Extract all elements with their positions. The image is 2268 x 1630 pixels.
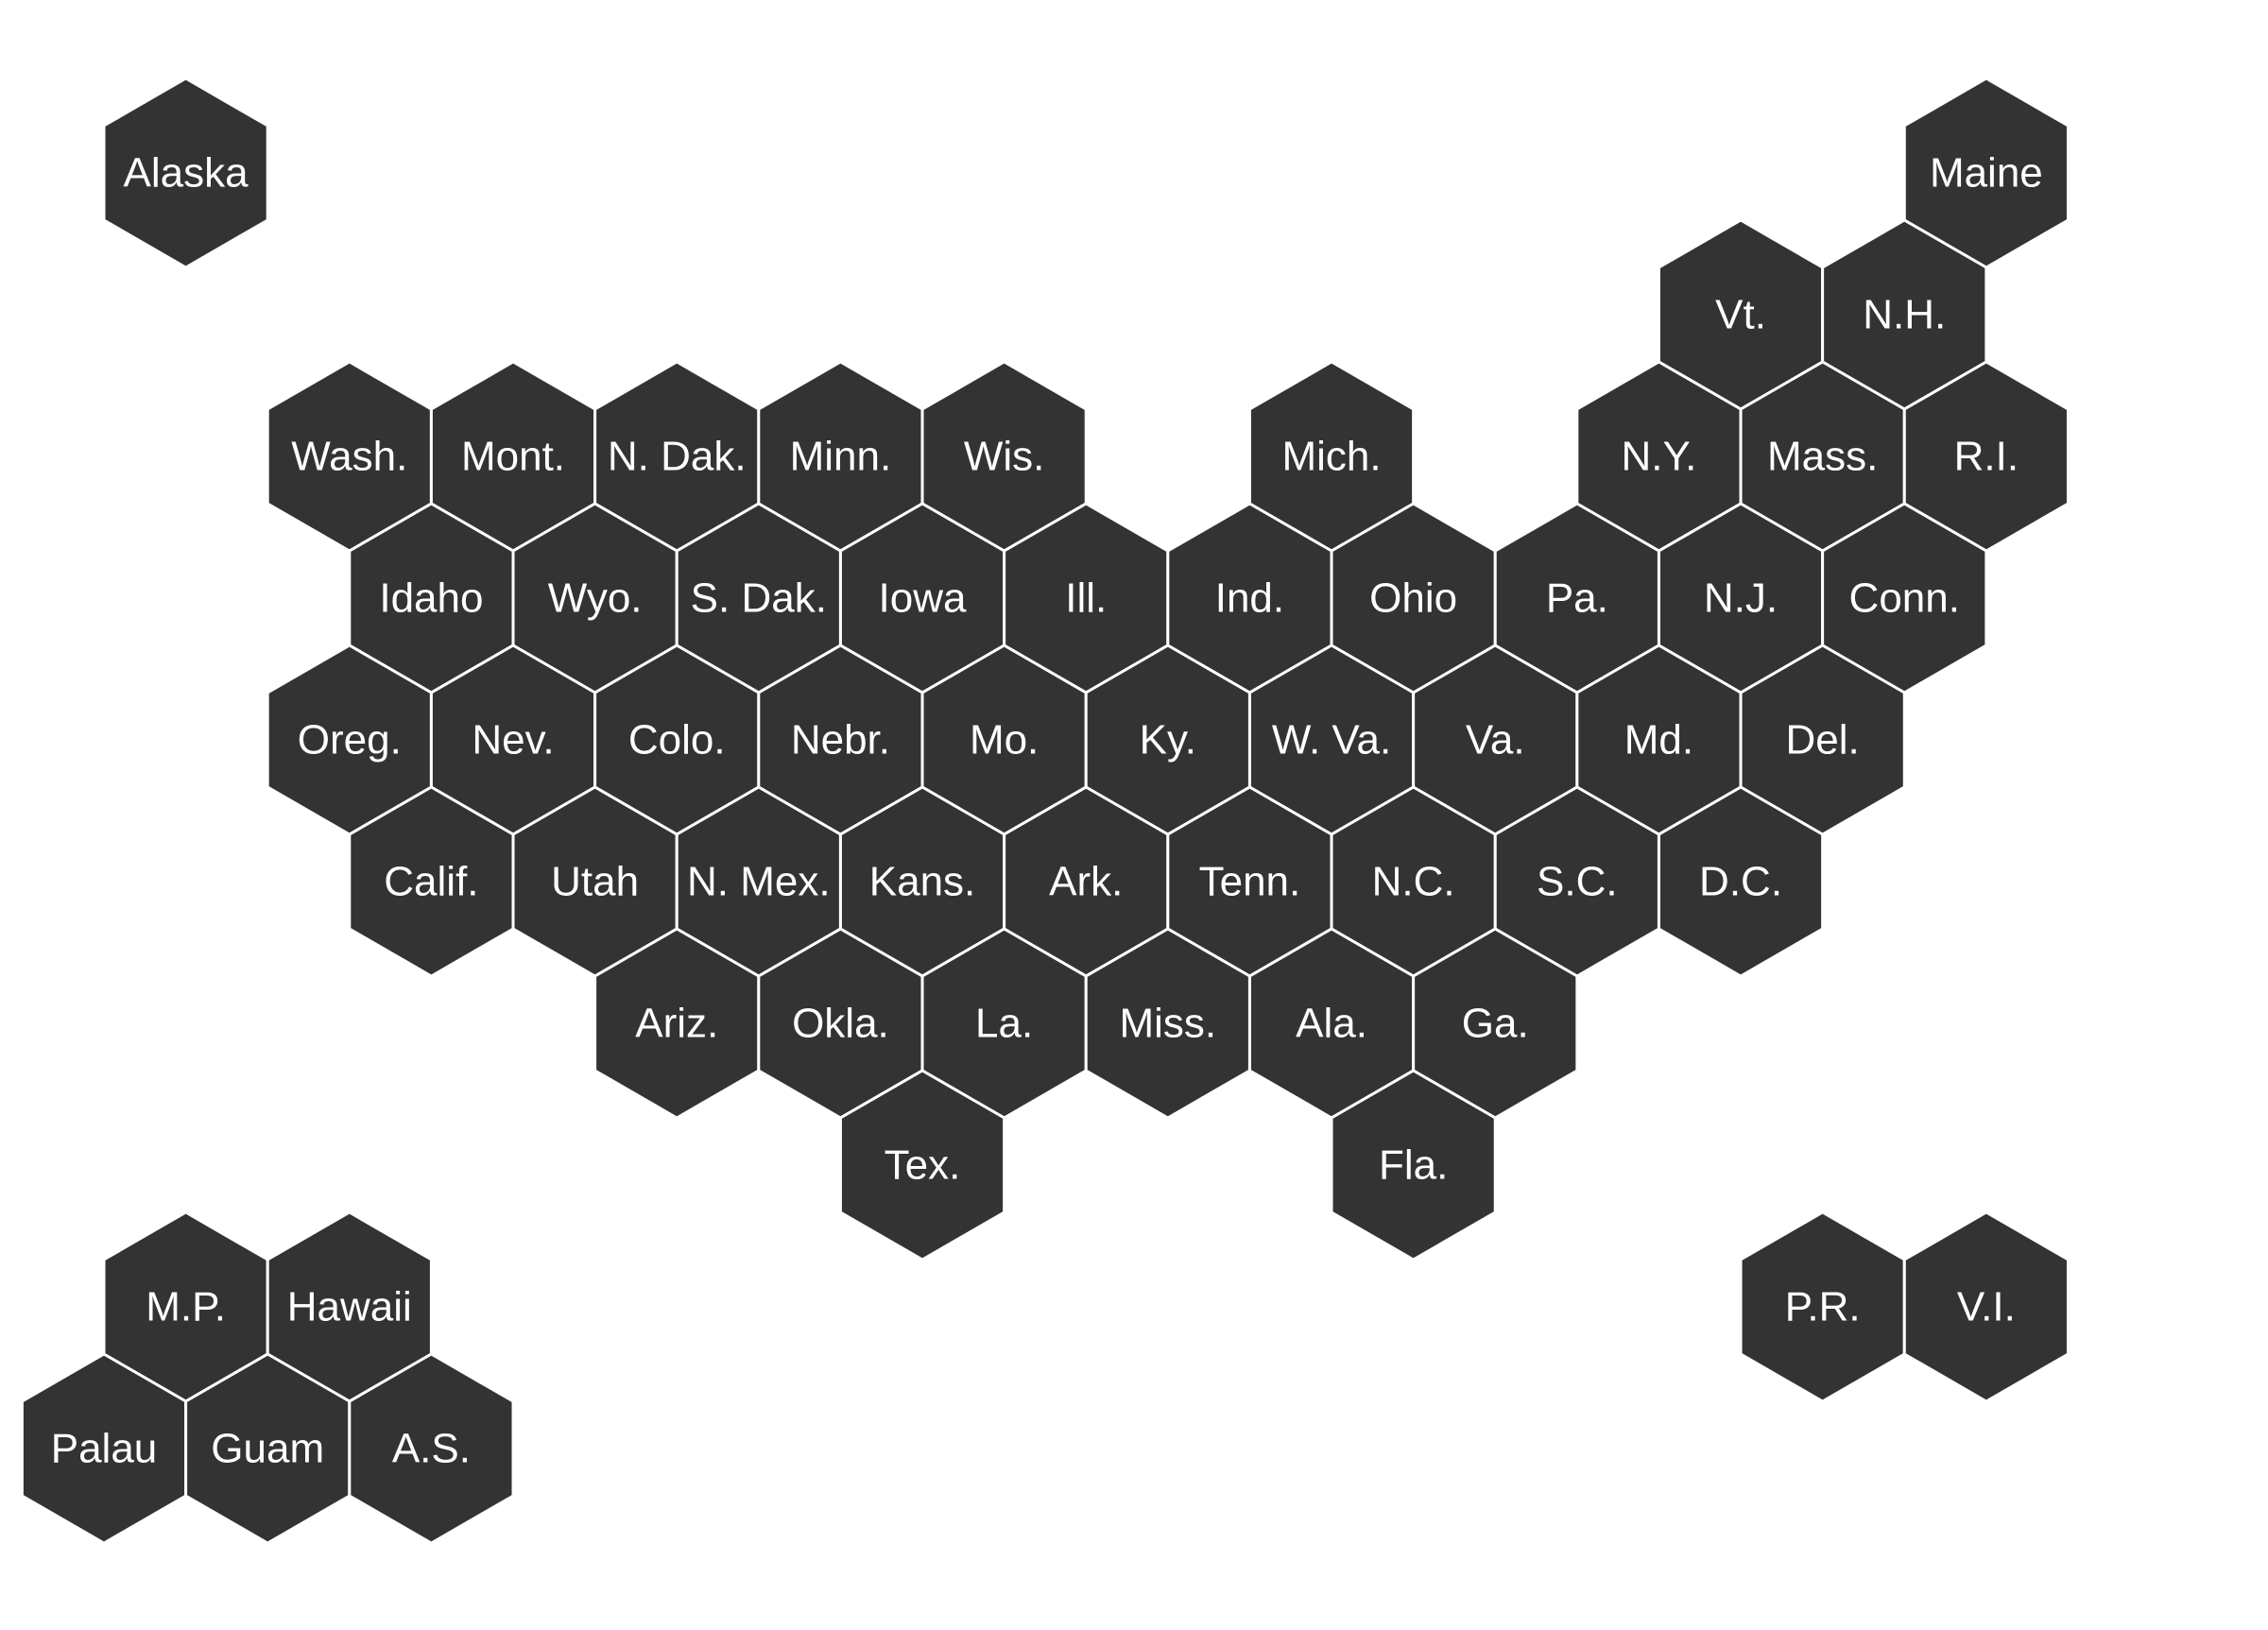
hex-label: Tenn. bbox=[1199, 859, 1301, 905]
hex-shape bbox=[1657, 785, 1825, 978]
hex-label: Mont. bbox=[461, 434, 565, 480]
hex-label: Del. bbox=[1786, 717, 1860, 764]
hex-tile-mich: Mich. bbox=[1247, 360, 1416, 553]
hex-shape bbox=[102, 77, 269, 269]
hex-tile-conn: Conn. bbox=[1821, 502, 1988, 695]
hex-label: Hawaii bbox=[287, 1284, 412, 1330]
hex-label: Conn. bbox=[1849, 575, 1960, 622]
hex-shape bbox=[838, 1069, 1006, 1261]
hex-label: Okla. bbox=[792, 1001, 889, 1047]
hex-label: Guam bbox=[211, 1426, 324, 1472]
hex-tile-okla: Okla. bbox=[757, 927, 924, 1120]
hex-label: Ga. bbox=[1462, 1001, 1529, 1047]
hex-label: N.C. bbox=[1372, 859, 1455, 905]
hex-tile-ark: Ark. bbox=[1003, 785, 1170, 978]
hex-tile-d-c: D.C. bbox=[1657, 785, 1825, 978]
hex-tile-del: Del. bbox=[1739, 643, 1906, 836]
hex-label: Mass. bbox=[1767, 434, 1878, 480]
hex-shape bbox=[1902, 1210, 2070, 1403]
hex-label: Fla. bbox=[1379, 1142, 1448, 1189]
hex-tile-hawaii: Hawaii bbox=[266, 1210, 433, 1403]
hex-label: V.I. bbox=[1957, 1284, 2016, 1330]
hex-label: Minn. bbox=[790, 434, 892, 480]
hex-label: Ohio bbox=[1369, 575, 1457, 622]
hex-tile-p-r: P.R. bbox=[1739, 1210, 1906, 1403]
hex-tile-n-c: N.C. bbox=[1330, 785, 1497, 978]
hex-tile-ky: Ky. bbox=[1084, 643, 1251, 836]
hex-label: Wash. bbox=[291, 434, 407, 480]
hex-label: Colo. bbox=[628, 717, 726, 764]
hex-tile-alaska: Alaska bbox=[102, 77, 269, 269]
hex-label: Idaho bbox=[379, 575, 483, 622]
hex-label: Nev. bbox=[472, 717, 554, 764]
hex-label: Ariz. bbox=[635, 1001, 718, 1047]
hex-label: Ala. bbox=[1296, 1001, 1367, 1047]
hex-label: Ark. bbox=[1049, 859, 1123, 905]
hex-label: La. bbox=[975, 1001, 1033, 1047]
hex-label: Palau bbox=[51, 1426, 158, 1472]
hex-tile-tex: Tex. bbox=[838, 1069, 1006, 1261]
hex-label: Ill. bbox=[1065, 575, 1107, 622]
hex-tile-mo: Mo. bbox=[920, 643, 1088, 836]
hex-tile-maine: Maine bbox=[1902, 77, 2070, 269]
hex-tile-ind: Ind. bbox=[1166, 502, 1333, 695]
hex-label: Pa. bbox=[1546, 575, 1608, 622]
hex-label: N.H. bbox=[1863, 292, 1946, 338]
hex-shape bbox=[1330, 1069, 1497, 1261]
hex-label: Oreg. bbox=[298, 717, 402, 764]
hex-label: Nebr. bbox=[791, 717, 890, 764]
hex-tile-n-dak: N. Dak. bbox=[593, 360, 761, 553]
hex-label: Kans. bbox=[869, 859, 976, 905]
hex-label: R.I. bbox=[1954, 434, 2019, 480]
hex-label: D.C. bbox=[1699, 859, 1782, 905]
hex-label: Tex. bbox=[885, 1142, 961, 1189]
hex-label: Wyo. bbox=[548, 575, 643, 622]
hex-label: Maine bbox=[1930, 150, 2043, 197]
hex-label: Ky. bbox=[1140, 717, 1196, 764]
hex-tile-kans: Kans. bbox=[838, 785, 1006, 978]
hex-shape bbox=[348, 1352, 515, 1545]
hex-tile-a-s: A.S. bbox=[348, 1352, 515, 1545]
hex-label: S. Dak. bbox=[691, 575, 827, 622]
hex-label: Ind. bbox=[1215, 575, 1284, 622]
hex-tile-ga: Ga. bbox=[1412, 927, 1579, 1120]
hex-label: S.C. bbox=[1537, 859, 1618, 905]
hex-label: Calif. bbox=[384, 859, 478, 905]
hex-tile-wis: Wis. bbox=[920, 360, 1088, 553]
hex-label: Va. bbox=[1466, 717, 1525, 764]
hex-tile-mont: Mont. bbox=[429, 360, 597, 553]
hex-tile-la: La. bbox=[920, 927, 1088, 1120]
hex-label: Mich. bbox=[1281, 434, 1381, 480]
hex-label: A.S. bbox=[392, 1426, 471, 1472]
hex-tile-wyo: Wyo. bbox=[511, 502, 679, 695]
hex-label: P.R. bbox=[1785, 1284, 1861, 1330]
hex-label: Alaska bbox=[124, 150, 249, 197]
hex-label: N.Y. bbox=[1621, 434, 1696, 480]
hex-label: Utah bbox=[551, 859, 639, 905]
hex-label: Iowa bbox=[879, 575, 967, 622]
hex-label: Miss. bbox=[1120, 1001, 1217, 1047]
hex-tile-v-i: V.I. bbox=[1902, 1210, 2070, 1403]
hex-label: Mo. bbox=[970, 717, 1039, 764]
hex-label: M.P. bbox=[146, 1284, 226, 1330]
hex-tile-ohio: Ohio bbox=[1330, 502, 1497, 695]
hex-tile-n-j: N.J. bbox=[1657, 502, 1825, 695]
hex-label: N. Mex. bbox=[687, 859, 831, 905]
hex-label: N. Dak. bbox=[608, 434, 747, 480]
hex-tile-palau: Palau bbox=[20, 1352, 188, 1545]
hex-tile-md: Md. bbox=[1575, 643, 1743, 836]
hex-label: Vt. bbox=[1715, 292, 1766, 338]
hex-label: Md. bbox=[1624, 717, 1693, 764]
hex-tile-r-i: R.I. bbox=[1902, 360, 2070, 553]
hex-tile-nebr: Nebr. bbox=[757, 643, 924, 836]
hex-tile-ariz: Ariz. bbox=[593, 927, 761, 1120]
hex-label: Wis. bbox=[964, 434, 1045, 480]
hex-label: N.J. bbox=[1704, 575, 1778, 622]
hex-label: W. Va. bbox=[1272, 717, 1391, 764]
hex-tile-fla: Fla. bbox=[1330, 1069, 1497, 1261]
